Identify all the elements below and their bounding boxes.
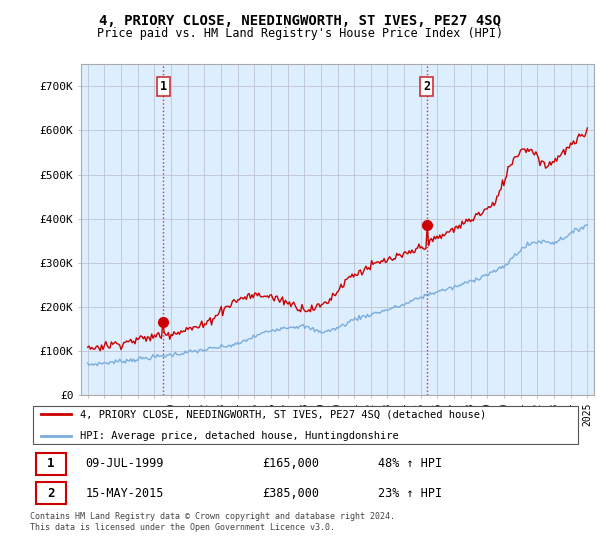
Text: HPI: Average price, detached house, Huntingdonshire: HPI: Average price, detached house, Hunt… bbox=[80, 431, 398, 441]
Text: 48% ↑ HPI: 48% ↑ HPI bbox=[378, 458, 442, 470]
Text: Contains HM Land Registry data © Crown copyright and database right 2024.
This d: Contains HM Land Registry data © Crown c… bbox=[30, 512, 395, 532]
FancyBboxPatch shape bbox=[35, 482, 66, 505]
Text: 23% ↑ HPI: 23% ↑ HPI bbox=[378, 487, 442, 500]
Text: 4, PRIORY CLOSE, NEEDINGWORTH, ST IVES, PE27 4SQ (detached house): 4, PRIORY CLOSE, NEEDINGWORTH, ST IVES, … bbox=[80, 409, 486, 419]
Text: 09-JUL-1999: 09-JUL-1999 bbox=[85, 458, 164, 470]
Text: 2: 2 bbox=[424, 80, 431, 93]
Text: 1: 1 bbox=[47, 458, 55, 470]
FancyBboxPatch shape bbox=[33, 406, 578, 444]
Text: £165,000: £165,000 bbox=[262, 458, 319, 470]
Text: £385,000: £385,000 bbox=[262, 487, 319, 500]
Text: 15-MAY-2015: 15-MAY-2015 bbox=[85, 487, 164, 500]
Text: 4, PRIORY CLOSE, NEEDINGWORTH, ST IVES, PE27 4SQ: 4, PRIORY CLOSE, NEEDINGWORTH, ST IVES, … bbox=[99, 14, 501, 28]
Text: Price paid vs. HM Land Registry's House Price Index (HPI): Price paid vs. HM Land Registry's House … bbox=[97, 27, 503, 40]
FancyBboxPatch shape bbox=[35, 452, 66, 475]
Text: 2: 2 bbox=[47, 487, 55, 500]
Text: 1: 1 bbox=[160, 80, 167, 93]
